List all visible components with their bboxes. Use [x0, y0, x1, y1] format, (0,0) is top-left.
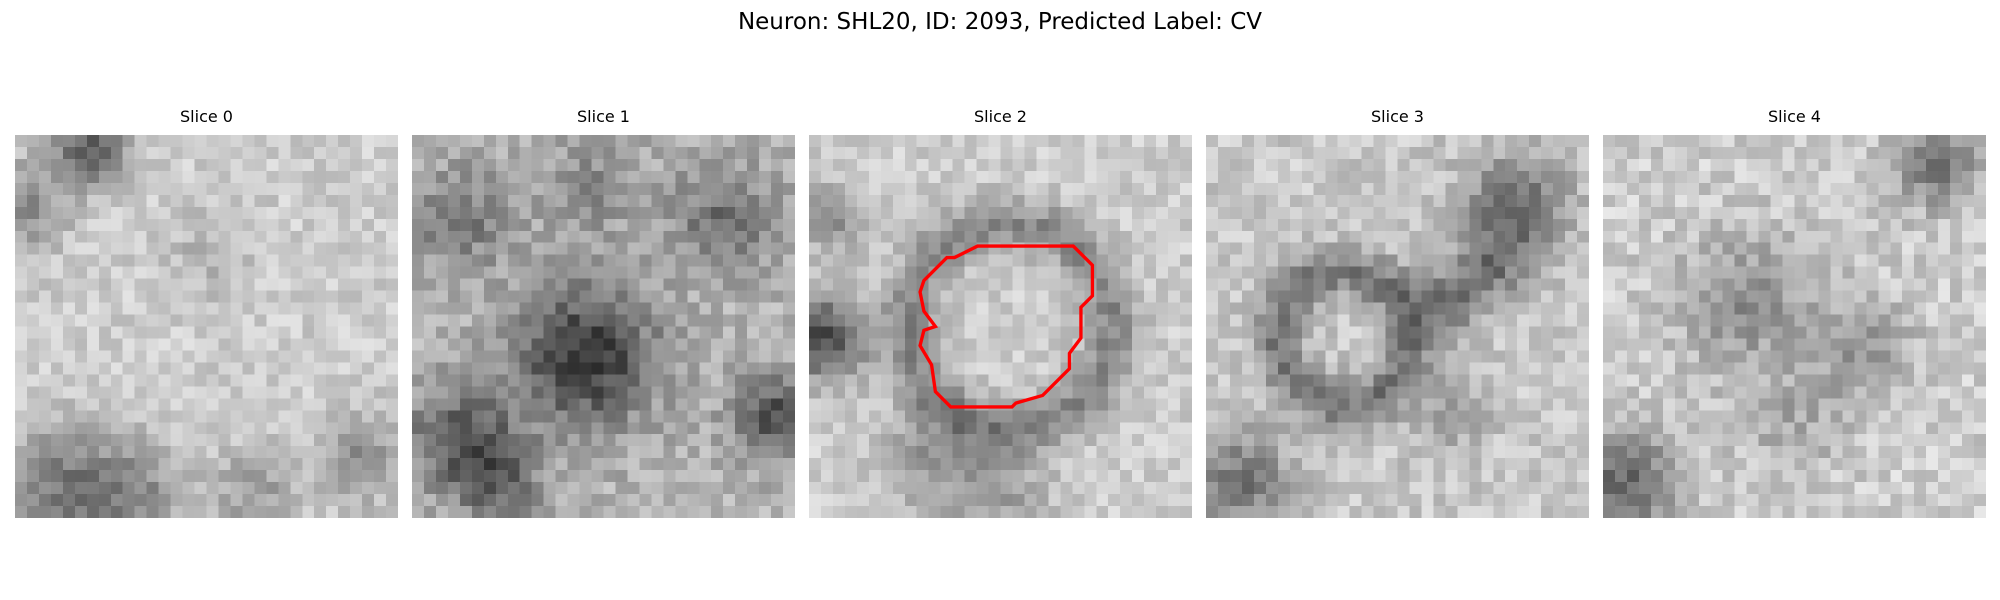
slice-pixel-texture: [15, 135, 398, 518]
slice-title-4: Slice 4: [1768, 107, 1821, 126]
slice-panel-4: Slice 4: [1603, 107, 1986, 518]
slice-pixel-texture: [809, 135, 1192, 518]
figure-title: Neuron: SHL20, ID: 2093, Predicted Label…: [737, 9, 1263, 35]
slice-image-2: [809, 135, 1192, 518]
slice-pixel-texture: [1206, 135, 1589, 518]
slice-image-1: [412, 135, 795, 518]
slice-pixel-texture: [412, 135, 795, 518]
slice-image-0: [15, 135, 398, 518]
slice-image-3: [1206, 135, 1589, 518]
slice-panel-0: Slice 0: [15, 107, 398, 518]
slice-title-2: Slice 2: [974, 107, 1027, 126]
slice-image-4: [1603, 135, 1986, 518]
slice-title-3: Slice 3: [1371, 107, 1424, 126]
slice-pixel-texture: [1603, 135, 1986, 518]
contour-overlay: [918, 244, 1095, 409]
slice-panel-1: Slice 1: [412, 107, 795, 518]
slice-panel-2: Slice 2: [809, 107, 1192, 518]
slice-panel-3: Slice 3: [1206, 107, 1589, 518]
slice-title-0: Slice 0: [180, 107, 233, 126]
slice-title-1: Slice 1: [577, 107, 630, 126]
